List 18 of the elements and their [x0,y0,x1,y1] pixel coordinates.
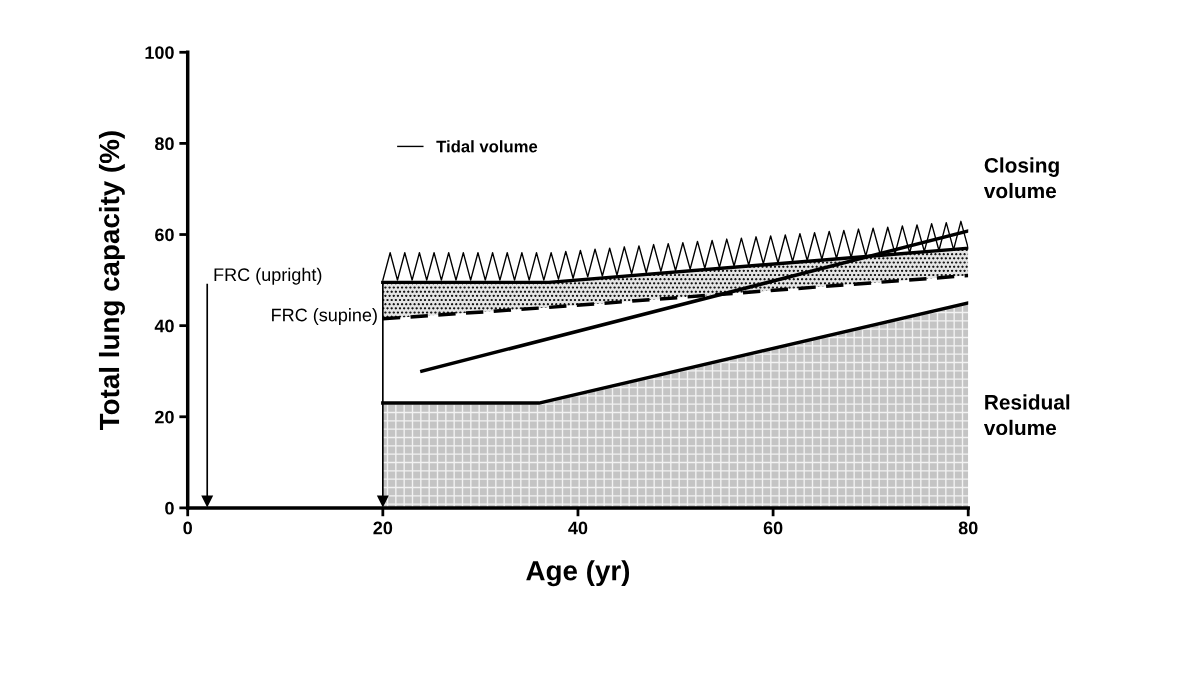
y-tick-label: 20 [155,410,174,424]
y-tick-label: 40 [154,319,174,333]
x-axis-title: Age (yr) [526,560,630,587]
text: Closing volume [983,157,1059,199]
x-tick-label: 20 [373,521,393,535]
y-tick-label: 100 [145,46,174,59]
ref-line-label: FRC (supine) [272,308,377,325]
y-tick-label: 0 [165,501,174,515]
x-tick-label: 80 [958,521,978,535]
text: Residual volume [983,394,1070,436]
x-tick-label: 60 [763,521,783,535]
x-tick-label: 0 [183,521,192,535]
x-tick-label: 40 [568,521,588,535]
y-tick-label: 60 [155,228,174,242]
y-tick-label: 80 [155,137,174,151]
y-axis-title: Total lung capacity (%) [98,131,125,430]
ref-line-label: FRC (upright) [214,267,322,285]
legend-label: Tidal volume [436,140,538,153]
